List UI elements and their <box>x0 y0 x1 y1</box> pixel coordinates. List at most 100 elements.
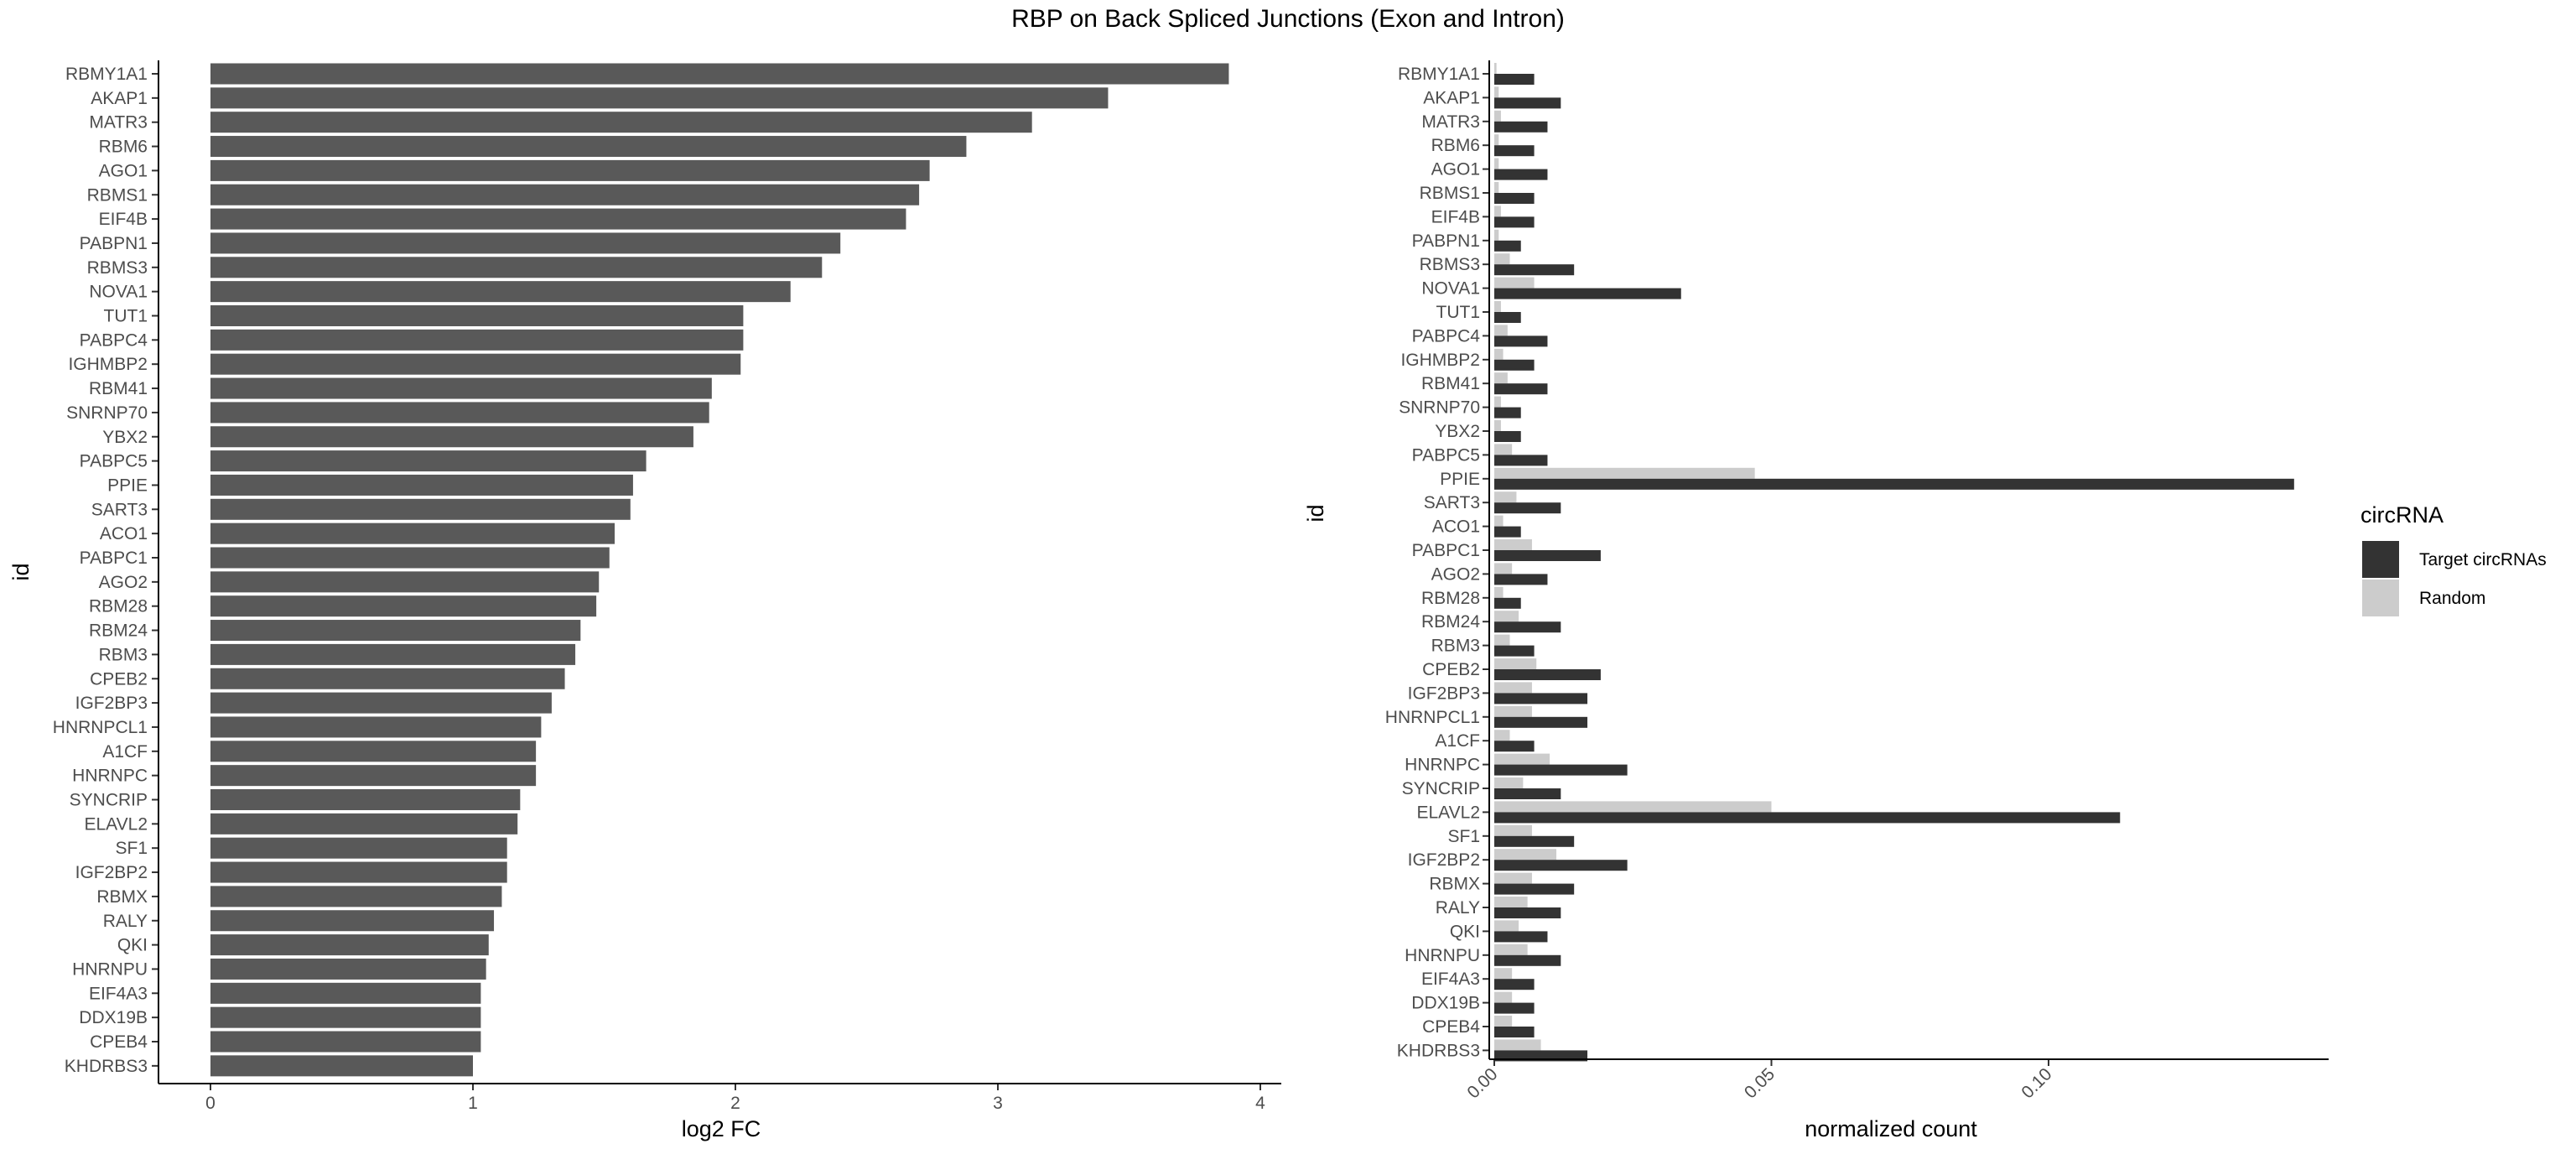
right-bar-random-ago1 <box>1494 158 1499 169</box>
left-category-label: RALY <box>103 912 148 931</box>
right-bar-random-rbm24 <box>1494 611 1519 622</box>
left-bar-ago1 <box>210 159 930 181</box>
left-bar-hnrnpu <box>210 958 486 980</box>
right-bar-target-pabpc5 <box>1494 455 1548 466</box>
left-category-label: RBMS1 <box>87 185 148 205</box>
right-bar-random-pabpn1 <box>1494 229 1499 241</box>
right-category-label: RBM6 <box>1431 136 1480 155</box>
left-bar-ago2 <box>210 571 600 593</box>
right-category-label: KHDRBS3 <box>1397 1041 1480 1060</box>
left-bar-syncrip <box>210 789 521 810</box>
right-bar-target-ago2 <box>1494 574 1548 585</box>
right-bar-random-khdrbs3 <box>1494 1039 1541 1051</box>
right-bar-target-ppie <box>1494 478 2294 490</box>
right-bar-target-ighmbp2 <box>1494 359 1535 371</box>
right-bar-target-elavl2 <box>1494 812 2121 824</box>
right-bar-target-rbm41 <box>1494 383 1548 395</box>
left-category-label: AKAP1 <box>91 89 148 108</box>
left-bar-cpeb2 <box>210 668 565 689</box>
left-bar-ighmbp2 <box>210 353 741 375</box>
left-category-label: RBMX <box>96 887 148 907</box>
right-category-label: CPEB2 <box>1422 660 1480 679</box>
right-bar-random-aco1 <box>1494 515 1504 527</box>
right-category-label: SNRNP70 <box>1399 398 1480 418</box>
right-bar-target-hnrnpu <box>1494 954 1561 966</box>
left-bar-elavl2 <box>210 813 518 834</box>
left-bar-sart3 <box>210 498 631 520</box>
right-bar-target-snrnp70 <box>1494 407 1521 419</box>
right-bar-target-igf2bp3 <box>1494 693 1588 704</box>
left-category-label: RBM6 <box>99 138 148 157</box>
right-bar-random-rbm3 <box>1494 634 1510 646</box>
right-category-label: DDX19B <box>1411 994 1480 1013</box>
left-category-label: SART3 <box>91 500 148 519</box>
right-bar-random-rbm6 <box>1494 134 1499 146</box>
left-category-label: SF1 <box>115 839 148 858</box>
right-category-label: ACO1 <box>1432 517 1480 537</box>
right-category-label: RBM41 <box>1421 374 1480 393</box>
right-category-label: QKI <box>1450 922 1480 941</box>
left-bar-rbms1 <box>210 184 920 205</box>
right-bar-random-ppie <box>1494 467 1755 479</box>
right-bar-random-sf1 <box>1494 824 1532 836</box>
left-bars <box>210 63 1229 1077</box>
right-category-label: RALY <box>1436 898 1480 918</box>
right-category-label: RBMY1A1 <box>1398 65 1480 84</box>
right-bar-random-tut1 <box>1494 301 1501 312</box>
left-category-label: SNRNP70 <box>66 403 148 423</box>
right-x-tick-label: 0.05 <box>1741 1064 1779 1102</box>
right-bar-target-rbmx <box>1494 883 1575 895</box>
right-bar-random-snrnp70 <box>1494 396 1501 408</box>
right-category-label: RBMX <box>1429 875 1480 894</box>
left-x-tick-label: 3 <box>993 1094 1003 1113</box>
right-bar-target-rbm6 <box>1494 145 1535 157</box>
right-bar-random-pabpc1 <box>1494 539 1532 550</box>
right-category-label: MATR3 <box>1421 112 1480 132</box>
right-category-label: EIF4B <box>1431 207 1480 226</box>
right-bar-random-igf2bp3 <box>1494 682 1532 694</box>
right-bar-random-rbmy1a1 <box>1494 63 1497 74</box>
left-bar-rbms3 <box>210 257 823 278</box>
right-bar-random-eif4a3 <box>1494 968 1513 980</box>
right-category-label: TUT1 <box>1436 303 1481 322</box>
left-bar-cpeb4 <box>210 1031 481 1053</box>
left-bar-eif4a3 <box>210 982 481 1004</box>
left-category-label: IGF2BP3 <box>75 694 148 713</box>
right-category-label: CPEB4 <box>1422 1017 1480 1037</box>
right-bar-target-syncrip <box>1494 788 1561 799</box>
right-bar-target-nova1 <box>1494 288 1681 299</box>
right-bar-target-qki <box>1494 931 1548 943</box>
right-bar-target-ago1 <box>1494 169 1548 180</box>
left-bar-rbm41 <box>210 377 712 399</box>
left-bar-rbm24 <box>210 620 581 642</box>
right-bar-target-cpeb4 <box>1494 1027 1535 1037</box>
right-bar-target-aco1 <box>1494 526 1521 538</box>
left-bar-snrnp70 <box>210 402 709 424</box>
legend-label-random: Random <box>2419 589 2485 608</box>
left-bar-a1cf <box>210 741 537 762</box>
left-category-label: CPEB2 <box>90 669 148 689</box>
left-category-label: PABPC1 <box>80 549 148 568</box>
left-category-label: A1CF <box>102 742 148 762</box>
right-bar-target-akap1 <box>1494 97 1561 109</box>
left-category-label: AGO1 <box>99 161 148 180</box>
right-bar-random-rbms1 <box>1494 182 1499 193</box>
right-bar-target-ybx2 <box>1494 431 1521 442</box>
left-category-label: PABPN1 <box>80 234 148 253</box>
left-bar-raly <box>210 910 495 932</box>
legend-label-target: Target circRNAs <box>2419 550 2547 569</box>
right-x-tick-label: 0.00 <box>1463 1064 1501 1102</box>
right-category-label: SART3 <box>1424 493 1480 512</box>
left-category-label: EIF4A3 <box>89 984 148 1003</box>
left-bar-rbm28 <box>210 595 597 617</box>
left-category-label: RBM28 <box>89 597 148 616</box>
right-category-label: HNRNPCL1 <box>1385 708 1480 727</box>
right-x-ticks: 0.00 0.05 0.10 <box>1463 1059 2056 1102</box>
left-bar-pabpn1 <box>210 232 841 254</box>
left-category-label: KHDRBS3 <box>65 1057 148 1076</box>
left-bar-ppie <box>210 474 633 496</box>
right-category-label: EIF4A3 <box>1421 970 1480 989</box>
left-bar-pabpc4 <box>210 329 744 351</box>
right-category-label: HNRNPC <box>1405 756 1480 775</box>
right-bar-random-a1cf <box>1494 730 1510 741</box>
